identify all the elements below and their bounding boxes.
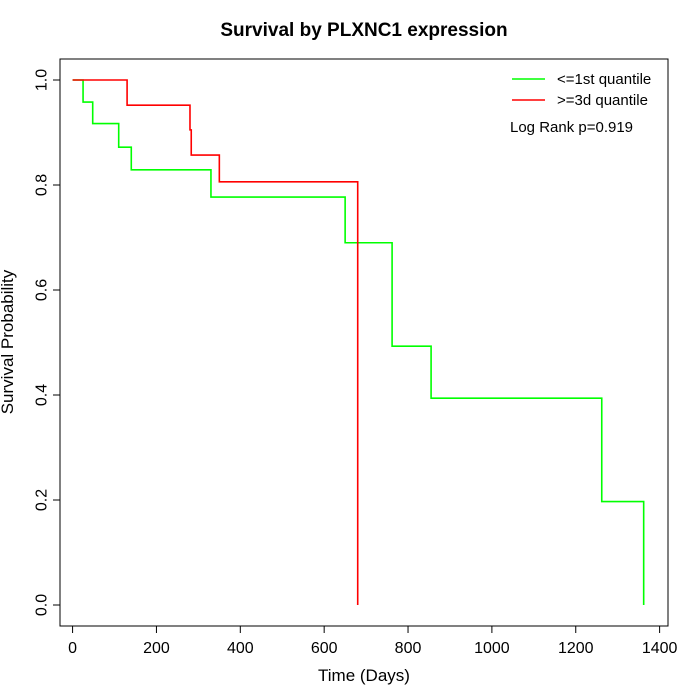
x-tick-label: 1200 (558, 640, 594, 657)
legend-label-1: <=1st quantile (557, 71, 651, 88)
x-tick-label: 200 (143, 640, 170, 657)
x-axis: 0 200 400 600 800 1000 1200 1400 (68, 625, 678, 657)
y-tick-label: 0.4 (34, 384, 51, 406)
legend-label-2: >=3d quantile (557, 92, 648, 109)
series-line-1 (72, 79, 645, 605)
x-tick-label: 1400 (642, 640, 678, 657)
y-tick-label: 0.8 (34, 174, 51, 196)
x-tick-label: 800 (395, 640, 422, 657)
x-tick-label: 1000 (474, 640, 510, 657)
series-layer (72, 79, 645, 605)
x-tick-label: 600 (311, 640, 338, 657)
y-axis: 0.0 0.2 0.4 0.6 0.8 1.0 (34, 69, 61, 616)
legend: <=1st quantile >=3d quantile (512, 71, 651, 109)
y-axis-label: Survival Probability (0, 269, 17, 414)
x-axis-label: Time (Days) (318, 666, 410, 685)
y-tick-label: 0.6 (34, 279, 51, 301)
x-tick-label: 400 (227, 640, 254, 657)
y-tick-label: 0.2 (34, 489, 51, 511)
log-rank-annotation: Log Rank p=0.919 (510, 119, 633, 136)
x-tick-label: 0 (68, 640, 77, 657)
y-tick-label: 1.0 (34, 69, 51, 91)
plot-frame (59, 58, 669, 627)
chart-title: Survival by PLXNC1 expression (220, 20, 507, 41)
y-tick-label: 0.0 (34, 594, 51, 616)
series-line-2 (72, 79, 359, 605)
